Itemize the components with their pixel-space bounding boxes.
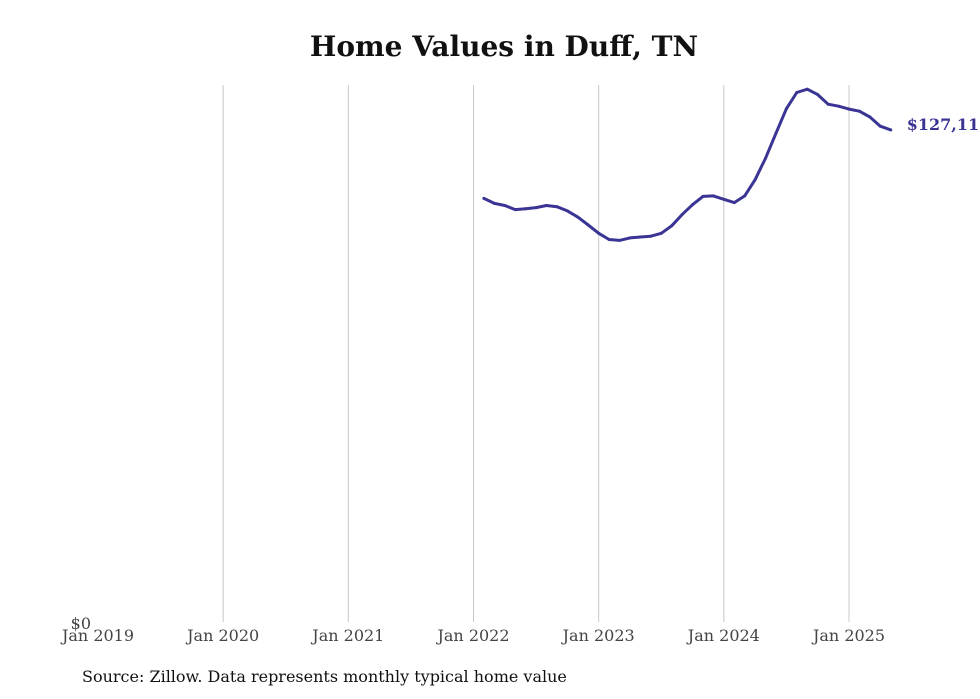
chart-title: Home Values in Duff, TN bbox=[309, 30, 699, 63]
data-point bbox=[482, 196, 486, 200]
data-point bbox=[868, 115, 872, 119]
data-point bbox=[795, 91, 799, 94]
data-point bbox=[889, 128, 893, 132]
data-point bbox=[847, 107, 851, 111]
data-point bbox=[680, 213, 684, 217]
source-note: Source: Zillow. Data represents monthly … bbox=[82, 667, 567, 686]
data-point bbox=[732, 201, 736, 205]
end-value-label: $127,116 bbox=[907, 115, 980, 134]
data-point bbox=[513, 208, 517, 212]
data-point bbox=[618, 238, 621, 242]
series-line bbox=[482, 87, 893, 242]
data-point bbox=[565, 209, 569, 213]
x-tick-label: Jan 2021 bbox=[310, 626, 384, 645]
data-point bbox=[628, 236, 632, 240]
x-tick-label: Jan 2020 bbox=[185, 626, 259, 645]
data-point bbox=[576, 215, 580, 219]
data-point bbox=[711, 194, 715, 198]
data-point bbox=[826, 102, 830, 106]
gridlines bbox=[222, 85, 850, 622]
data-point bbox=[503, 204, 507, 207]
data-point bbox=[753, 178, 757, 182]
data-point bbox=[597, 231, 601, 235]
data-point bbox=[805, 87, 809, 91]
data-point bbox=[649, 234, 653, 238]
data-point bbox=[638, 235, 642, 239]
line-chart: Jan 2019 Jan 2020 Jan 2021 Jan 2022 Jan 2023… bbox=[60, 85, 980, 645]
data-point bbox=[764, 156, 768, 160]
data-point bbox=[545, 204, 548, 207]
data-point bbox=[607, 238, 611, 241]
x-tick-label: Jan 2019 bbox=[60, 626, 134, 645]
data-point bbox=[743, 194, 747, 198]
data-point bbox=[784, 107, 788, 111]
data-point bbox=[524, 207, 528, 211]
y-tick-label: $0 bbox=[71, 614, 91, 633]
data-point bbox=[492, 201, 496, 205]
data-point bbox=[722, 197, 726, 201]
x-tick-label: Jan 2025 bbox=[811, 626, 885, 645]
data-point bbox=[555, 205, 559, 209]
x-tick-label: Jan 2022 bbox=[435, 626, 509, 645]
data-point bbox=[857, 109, 861, 113]
data-point bbox=[534, 206, 538, 210]
data-point bbox=[701, 194, 705, 198]
data-point bbox=[659, 231, 663, 235]
data-point bbox=[816, 93, 820, 97]
data-point bbox=[670, 224, 674, 228]
x-tick-label: Jan 2023 bbox=[561, 626, 635, 645]
data-point bbox=[586, 223, 590, 227]
x-tick-label: Jan 2024 bbox=[686, 626, 760, 645]
data-point bbox=[691, 203, 694, 207]
x-axis-ticks: Jan 2019 Jan 2020 Jan 2021 Jan 2022 Jan 2023… bbox=[60, 626, 885, 645]
data-points bbox=[482, 87, 893, 242]
data-point bbox=[774, 131, 778, 135]
data-point bbox=[837, 104, 841, 108]
data-point bbox=[878, 124, 882, 128]
